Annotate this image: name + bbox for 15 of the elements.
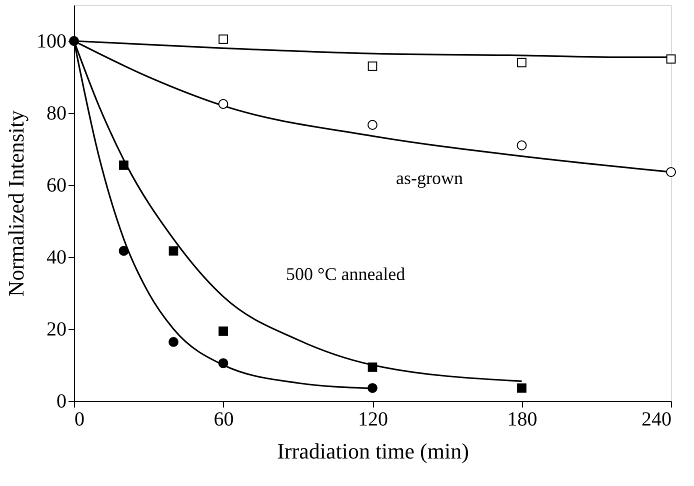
x-tick-label: 240 (642, 408, 672, 430)
y-tick-label: 20 (46, 318, 66, 340)
y-tick-label: 40 (46, 246, 66, 268)
x-tick-label: 60 (214, 408, 234, 430)
annotation: as-grown (396, 168, 463, 188)
y-axis-title: Normalized Intensity (4, 110, 28, 297)
y-tick-label: 60 (46, 174, 66, 196)
x-tick-label: 0 (74, 408, 84, 430)
x-tick-label: 120 (358, 408, 388, 430)
y-tick-label: 80 (46, 102, 66, 124)
x-tick-label: 180 (507, 408, 538, 430)
x-axis-title: Irradiation time (min) (277, 438, 469, 464)
y-tick-label: 0 (56, 390, 66, 412)
annotation: 500 °C annealed (286, 264, 406, 284)
y-tick-label: 100 (36, 30, 66, 52)
